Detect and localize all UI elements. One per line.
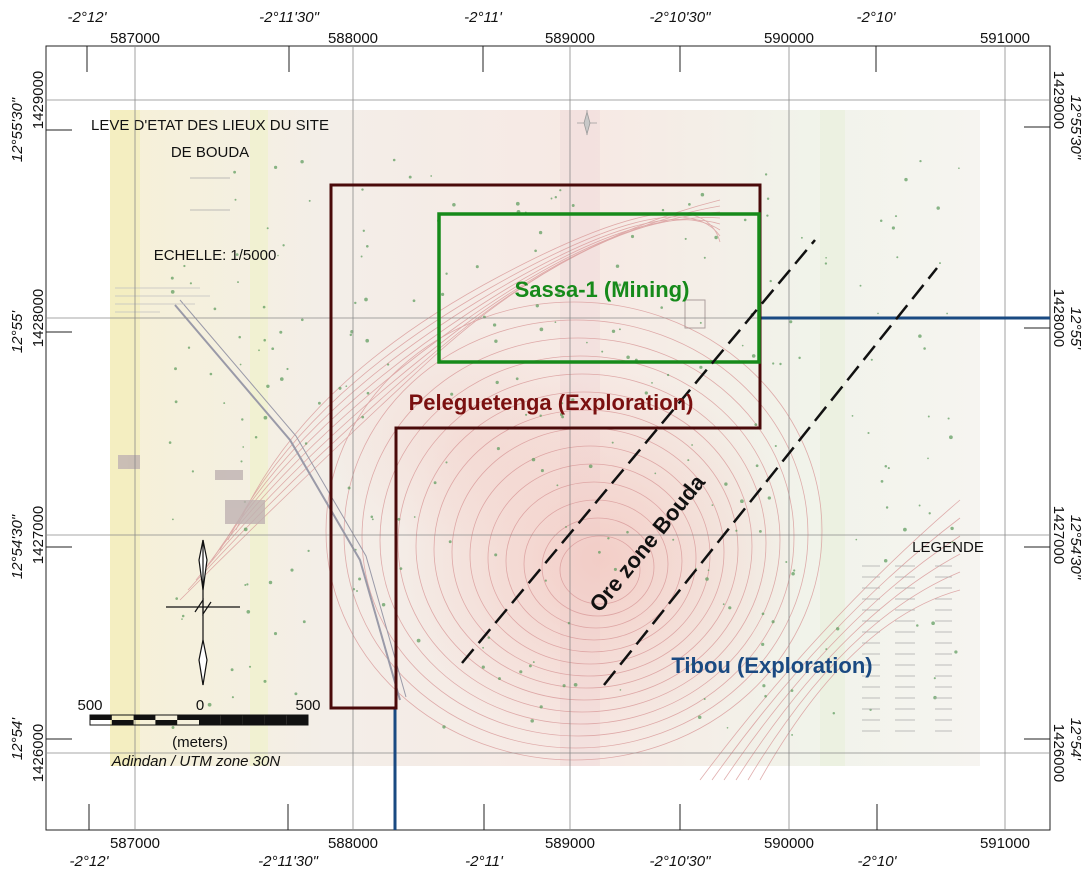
northing-label-right: 1429000 bbox=[1050, 71, 1067, 129]
easting-label-top: 588000 bbox=[328, 30, 378, 47]
peleguetenga-label: Peleguetenga (Exploration) bbox=[409, 390, 694, 415]
sassa-label: Sassa-1 (Mining) bbox=[515, 277, 690, 302]
northing-label-left: 1429000 bbox=[30, 71, 47, 129]
sassa-boundary bbox=[437, 212, 761, 364]
easting-label-top: 589000 bbox=[545, 30, 595, 47]
scan-compass-icon bbox=[577, 110, 597, 136]
easting-label-bottom: 590000 bbox=[764, 835, 814, 852]
tibou-boundary bbox=[393, 316, 1050, 830]
longitude-label-bottom: -2°11'30" bbox=[258, 853, 318, 870]
peleguetenga-boundary bbox=[329, 183, 762, 710]
longitude-label-bottom: -2°11' bbox=[465, 853, 504, 870]
longitude-label-bottom: -2°12' bbox=[70, 853, 110, 870]
latitude-label-left: 12°55' bbox=[9, 310, 26, 353]
latitude-label-right: 12°54'30" bbox=[1067, 515, 1084, 580]
latitude-label-left: 12°54' bbox=[9, 717, 26, 760]
longitude-label-top: -2°11'30" bbox=[259, 9, 319, 26]
scalebar-unit: (meters) bbox=[172, 734, 228, 751]
tibou-label: Tibou (Exploration) bbox=[671, 653, 872, 678]
northing-label-right: 1426000 bbox=[1050, 724, 1067, 782]
ore-zone-line-east bbox=[603, 267, 938, 686]
scalebar-left-label: 500 bbox=[77, 697, 102, 714]
easting-label-top: 587000 bbox=[110, 30, 160, 47]
longitude-label-top: -2°12' bbox=[68, 9, 108, 26]
latitude-label-right: 12°55'30" bbox=[1067, 95, 1084, 160]
northing-label-left: 1426000 bbox=[30, 724, 47, 782]
scalebar-right-label: 500 bbox=[295, 697, 320, 714]
easting-label-bottom: 591000 bbox=[980, 835, 1030, 852]
northing-label-left: 1427000 bbox=[30, 506, 47, 564]
scan-title-line2: DE BOUDA bbox=[171, 144, 249, 161]
latitude-label-right: 12°55' bbox=[1067, 307, 1084, 350]
scan-legend-title: LEGENDE bbox=[912, 539, 984, 556]
northing-label-right: 1428000 bbox=[1050, 289, 1067, 347]
latitude-label-left: 12°54'30" bbox=[9, 514, 26, 579]
easting-label-top: 590000 bbox=[764, 30, 814, 47]
northing-label-left: 1428000 bbox=[30, 289, 47, 347]
scale-bar: 500 0 500 (meters) Adindan / UTM zone 30… bbox=[77, 697, 320, 770]
longitude-label-top: -2°10' bbox=[857, 9, 897, 26]
longitude-label-top: -2°10'30" bbox=[650, 9, 712, 26]
latitude-label-right: 12°54' bbox=[1067, 718, 1084, 761]
easting-label-bottom: 588000 bbox=[328, 835, 378, 852]
latitude-label-left: 12°55'30" bbox=[9, 97, 26, 162]
scan-title-line1: LEVE D'ETAT DES LIEUX DU SITE bbox=[91, 117, 329, 134]
longitude-label-bottom: -2°10'30" bbox=[650, 853, 712, 870]
easting-label-bottom: 587000 bbox=[110, 835, 160, 852]
easting-label-top: 591000 bbox=[980, 30, 1030, 47]
north-arrow-icon bbox=[166, 539, 240, 686]
scalebar-zero-label: 0 bbox=[196, 697, 204, 714]
scanned-site-map: LEVE D'ETAT DES LIEUX DU SITE DE BOUDA E… bbox=[91, 110, 984, 781]
datum-label: Adindan / UTM zone 30N bbox=[111, 753, 281, 770]
scan-scale-text: ECHELLE: 1/5000 bbox=[154, 247, 277, 264]
longitude-label-top: -2°11' bbox=[464, 9, 503, 26]
easting-label-bottom: 589000 bbox=[545, 835, 595, 852]
ore-zone-line-west bbox=[461, 239, 816, 664]
northing-label-right: 1427000 bbox=[1050, 506, 1067, 564]
longitude-label-bottom: -2°10' bbox=[858, 853, 898, 870]
